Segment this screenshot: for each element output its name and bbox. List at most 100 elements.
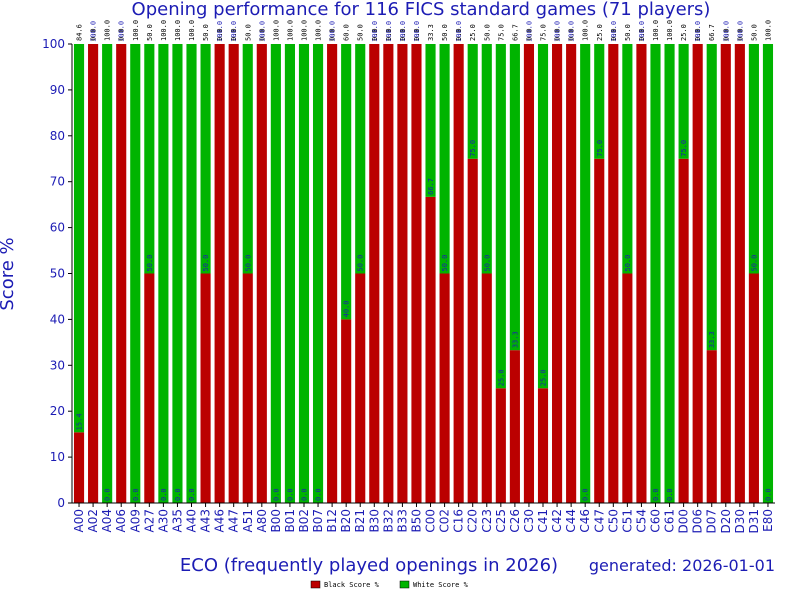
bar-black-A47 [228,44,239,503]
bar-white-C41 [537,44,549,389]
x-tick-label-C42: C42 [550,509,564,533]
bar-black-A00 [73,432,85,503]
data-label-white-B33: 0.0 [399,28,407,41]
bar-black-A02 [88,44,99,503]
bar-white-A09 [130,44,141,503]
y-tick-label: 50 [50,267,65,281]
x-tick-label-C47: C47 [592,509,606,533]
data-label-white-C46: 100.0 [582,20,590,41]
data-label-black-A27: 50.0 [146,255,154,272]
x-axis: A00 A02 A04 A06 A09 A27 A30 A35 A40 A43 A46 A47 A51 A… [72,502,775,534]
data-label-black-C16: 100.0 [455,21,463,42]
bar-black-C44 [566,44,577,503]
bar-white-E80 [762,44,774,503]
bar-white-C60 [650,44,661,503]
x-tick-label-A09: A09 [128,509,142,532]
data-label-white-C44: 0.0 [568,28,576,41]
bar-white-C00 [425,44,436,197]
bar-black-A27 [144,273,155,503]
data-label-black-C41: 25.0 [540,369,548,386]
bar-black-D30 [734,44,745,503]
data-label-white-C02: 50.0 [441,24,449,41]
bar-white-A40 [186,44,197,503]
data-label-black-C60: 0.0 [652,488,660,501]
bar-white-B02 [298,44,310,503]
data-label-white-E80: 100.0 [764,20,772,41]
x-tick-label-A43: A43 [199,509,213,532]
bar-white-C23 [481,44,492,274]
data-label-white-C50: 0.0 [610,28,618,41]
bar-white-D07 [706,44,717,351]
bar-black-B12 [327,44,338,503]
data-label-white-C60: 100.0 [652,20,660,41]
data-label-white-B07: 100.0 [315,20,323,41]
bar-white-C26 [509,44,520,351]
data-label-black-B20: 40.0 [343,301,351,318]
legend-swatch-black [310,580,321,589]
data-label-black-C26: 33.3 [511,331,519,348]
bar-black-A46 [214,44,225,503]
data-label-black-B00: 0.0 [272,488,280,501]
data-label-black-A04: 0.0 [104,488,112,501]
bar-black-C41 [537,388,549,503]
x-tick-label-B30: B30 [367,509,381,533]
data-label-black-D00: 75.0 [680,140,688,157]
data-label-black-D07: 33.3 [708,331,716,348]
data-label-white-A27: 50.0 [146,24,154,41]
data-label-white-D07: 66.7 [708,24,716,41]
x-tick-label-C30: C30 [522,509,536,533]
bar-black-A06 [116,44,127,503]
bar-black-C26 [509,350,520,503]
x-tick-label-C25: C25 [494,509,508,533]
bar-black-B20 [341,319,352,503]
data-label-white-A40: 100.0 [188,20,196,41]
data-label-white-C61: 100.0 [666,20,674,41]
bar-white-C61 [664,44,675,503]
x-tick-label-C20: C20 [466,509,480,533]
generated-date: generated: 2026-01-01 [589,556,775,575]
bar-white-C02 [439,44,450,274]
x-axis-title: ECO (frequently played openings in 2026) [180,555,558,576]
x-tick-label-C26: C26 [508,509,522,533]
x-tick-label-C60: C60 [648,509,662,533]
bar-black-D07 [706,350,717,503]
y-tick-label: 10 [50,450,65,464]
x-tick-label-B01: B01 [283,509,297,533]
bar-black-C00 [425,196,436,504]
x-tick-label-C44: C44 [564,509,578,533]
bar-black-C54 [636,44,647,503]
x-tick-label-C46: C46 [578,509,592,533]
bar-black-D06 [692,44,703,503]
data-label-black-B01: 0.0 [286,488,294,501]
data-label-white-A02: 0.0 [90,28,98,41]
y-axis-title: Score % [0,237,18,310]
data-label-white-C41: 75.0 [540,24,548,41]
data-label-white-A06: 0.0 [118,28,126,41]
data-label-black-A47: 100.0 [230,21,238,42]
data-label-black-B02: 0.0 [300,488,308,501]
x-tick-label-C00: C00 [424,509,438,533]
chart-title: Opening performance for 116 FICS standar… [132,0,711,20]
bar-white-B21 [355,44,366,274]
data-label-black-D20: 100.0 [722,21,730,42]
x-tick-label-E80: E80 [761,509,775,532]
data-label-black-D06: 100.0 [694,21,702,42]
bar-black-A43 [200,273,211,503]
data-label-white-B01: 100.0 [286,20,294,41]
x-tick-label-A06: A06 [114,509,128,532]
data-label-white-C23: 50.0 [483,24,491,41]
bar-white-B07 [312,44,324,503]
data-label-black-B50: 100.0 [413,21,421,42]
x-tick-label-B07: B07 [311,509,325,533]
data-label-white-C25: 75.0 [497,24,505,41]
data-label-white-B02: 100.0 [300,20,308,41]
data-label-black-A43: 50.0 [202,255,210,272]
bar-black-B50 [411,44,422,503]
y-tick-label: 40 [50,312,65,326]
x-tick-label-B33: B33 [395,509,409,533]
x-tick-label-D06: D06 [691,509,705,534]
x-tick-label-C61: C61 [663,509,677,533]
data-label-black-B07: 0.0 [315,488,323,501]
bar-white-C20 [467,44,478,159]
